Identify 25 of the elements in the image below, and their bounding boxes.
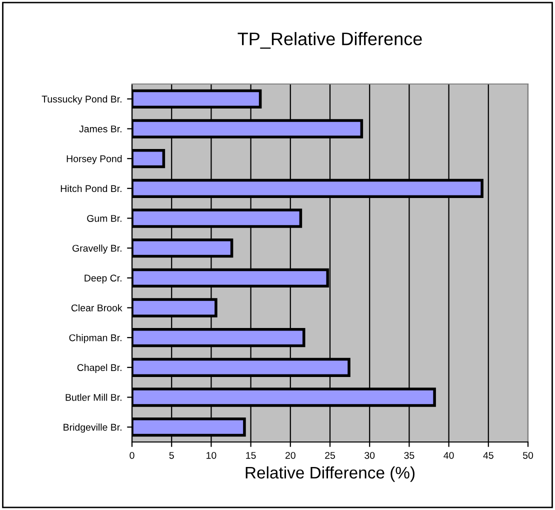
- y-tick-label: Gravelly Br.: [72, 244, 122, 254]
- y-tick-label: Deep Cr.: [84, 274, 122, 284]
- x-tick-label: 25: [325, 452, 335, 459]
- y-tick-label: Bridgeville Br.: [64, 424, 122, 433]
- x-tick-label: 50: [522, 452, 534, 459]
- x-tick-label: 5: [169, 452, 174, 459]
- y-tick-label: Horsey Pond: [66, 155, 122, 164]
- y-tick-label: Tussucky Pond Br.: [42, 95, 122, 104]
- y-tick-label: Clear Brook: [71, 304, 122, 312]
- x-tick-label: 10: [206, 452, 216, 459]
- y-tick-label: James Br.: [79, 126, 122, 132]
- y-tick-label: Chipman Br.: [69, 334, 122, 344]
- y-tick-label: Hitch Pond Br.: [60, 184, 122, 192]
- x-tick-label: 40: [444, 452, 454, 459]
- x-tick-label: 20: [285, 452, 296, 459]
- x-tick-label: 45: [483, 452, 494, 459]
- chart-title: TP_Relative Difference: [238, 32, 422, 49]
- y-tick-label: Butler Mill Br.: [66, 394, 122, 401]
- y-tick-label: Gum Br.: [87, 214, 122, 222]
- x-axis-title: Relative Difference (%): [246, 466, 414, 482]
- y-tick-label: Chapel Br.: [77, 364, 122, 373]
- x-tick-label: 15: [246, 452, 256, 459]
- x-tick-label: 30: [364, 452, 375, 459]
- x-tick-label: 0: [130, 452, 134, 459]
- x-tick-label: 35: [404, 452, 414, 459]
